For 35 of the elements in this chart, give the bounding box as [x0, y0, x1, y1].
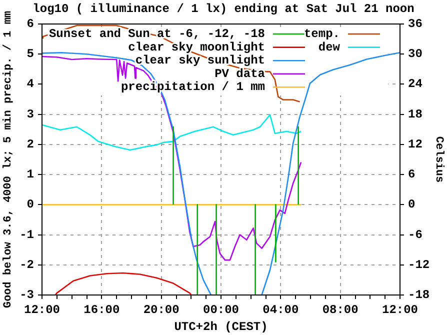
x-tick-label: 20:00: [143, 303, 180, 318]
x-tick-label: 08:00: [322, 303, 358, 318]
legend-label: Sunset and Sun at -6, -12, -18: [48, 27, 265, 42]
y-axis-title: Good below 3.6, 4000 lx; 5 min precip. / 1 mm: [2, 10, 14, 308]
y2-tick-label: 0: [408, 198, 416, 212]
y-tick-label: -1: [20, 228, 34, 242]
y2-tick-label: 36: [408, 17, 422, 32]
x-tick-label: 04:00: [262, 303, 299, 318]
x-tick-label: 12:00: [382, 303, 418, 318]
x-axis-title: UTC+2h (CEST): [174, 320, 268, 334]
y-tick-label: -2: [20, 258, 34, 272]
y2-axis-title: Celsius: [432, 136, 445, 183]
y-tick-label: 1: [26, 168, 34, 182]
y-tick-label: 6: [26, 17, 34, 32]
y-tick-label: 2: [26, 137, 34, 152]
y2-tick-label: 12: [408, 137, 422, 152]
legend-label: temp.: [304, 27, 340, 42]
y-tick-label: 4: [26, 77, 34, 92]
y-tick-label: 5: [26, 47, 34, 62]
legend-label: dew: [318, 40, 341, 54]
chart-title: log10 ( illuminance / 1 lx) ending at Sat Jul 21 noon: [32, 2, 414, 16]
y2-tick-label: -18: [408, 288, 430, 302]
y2-tick-label: -6: [408, 228, 422, 242]
x-tick-label: 16:00: [84, 303, 120, 318]
y2-tick-label: -12: [408, 258, 430, 272]
y-tick-label: 0: [26, 198, 34, 212]
y2-tick-label: 24: [408, 77, 422, 92]
x-tick-label: 12:00: [24, 303, 60, 318]
legend-label: PV data: [214, 66, 265, 81]
y-tick-label: -3: [20, 288, 34, 302]
y2-tick-label: 6: [408, 168, 416, 182]
y2-tick-label: 18: [408, 107, 422, 122]
y-tick-label: 3: [26, 107, 34, 122]
y2-tick-label: 30: [408, 47, 422, 62]
x-tick-label: 00:00: [202, 303, 240, 318]
